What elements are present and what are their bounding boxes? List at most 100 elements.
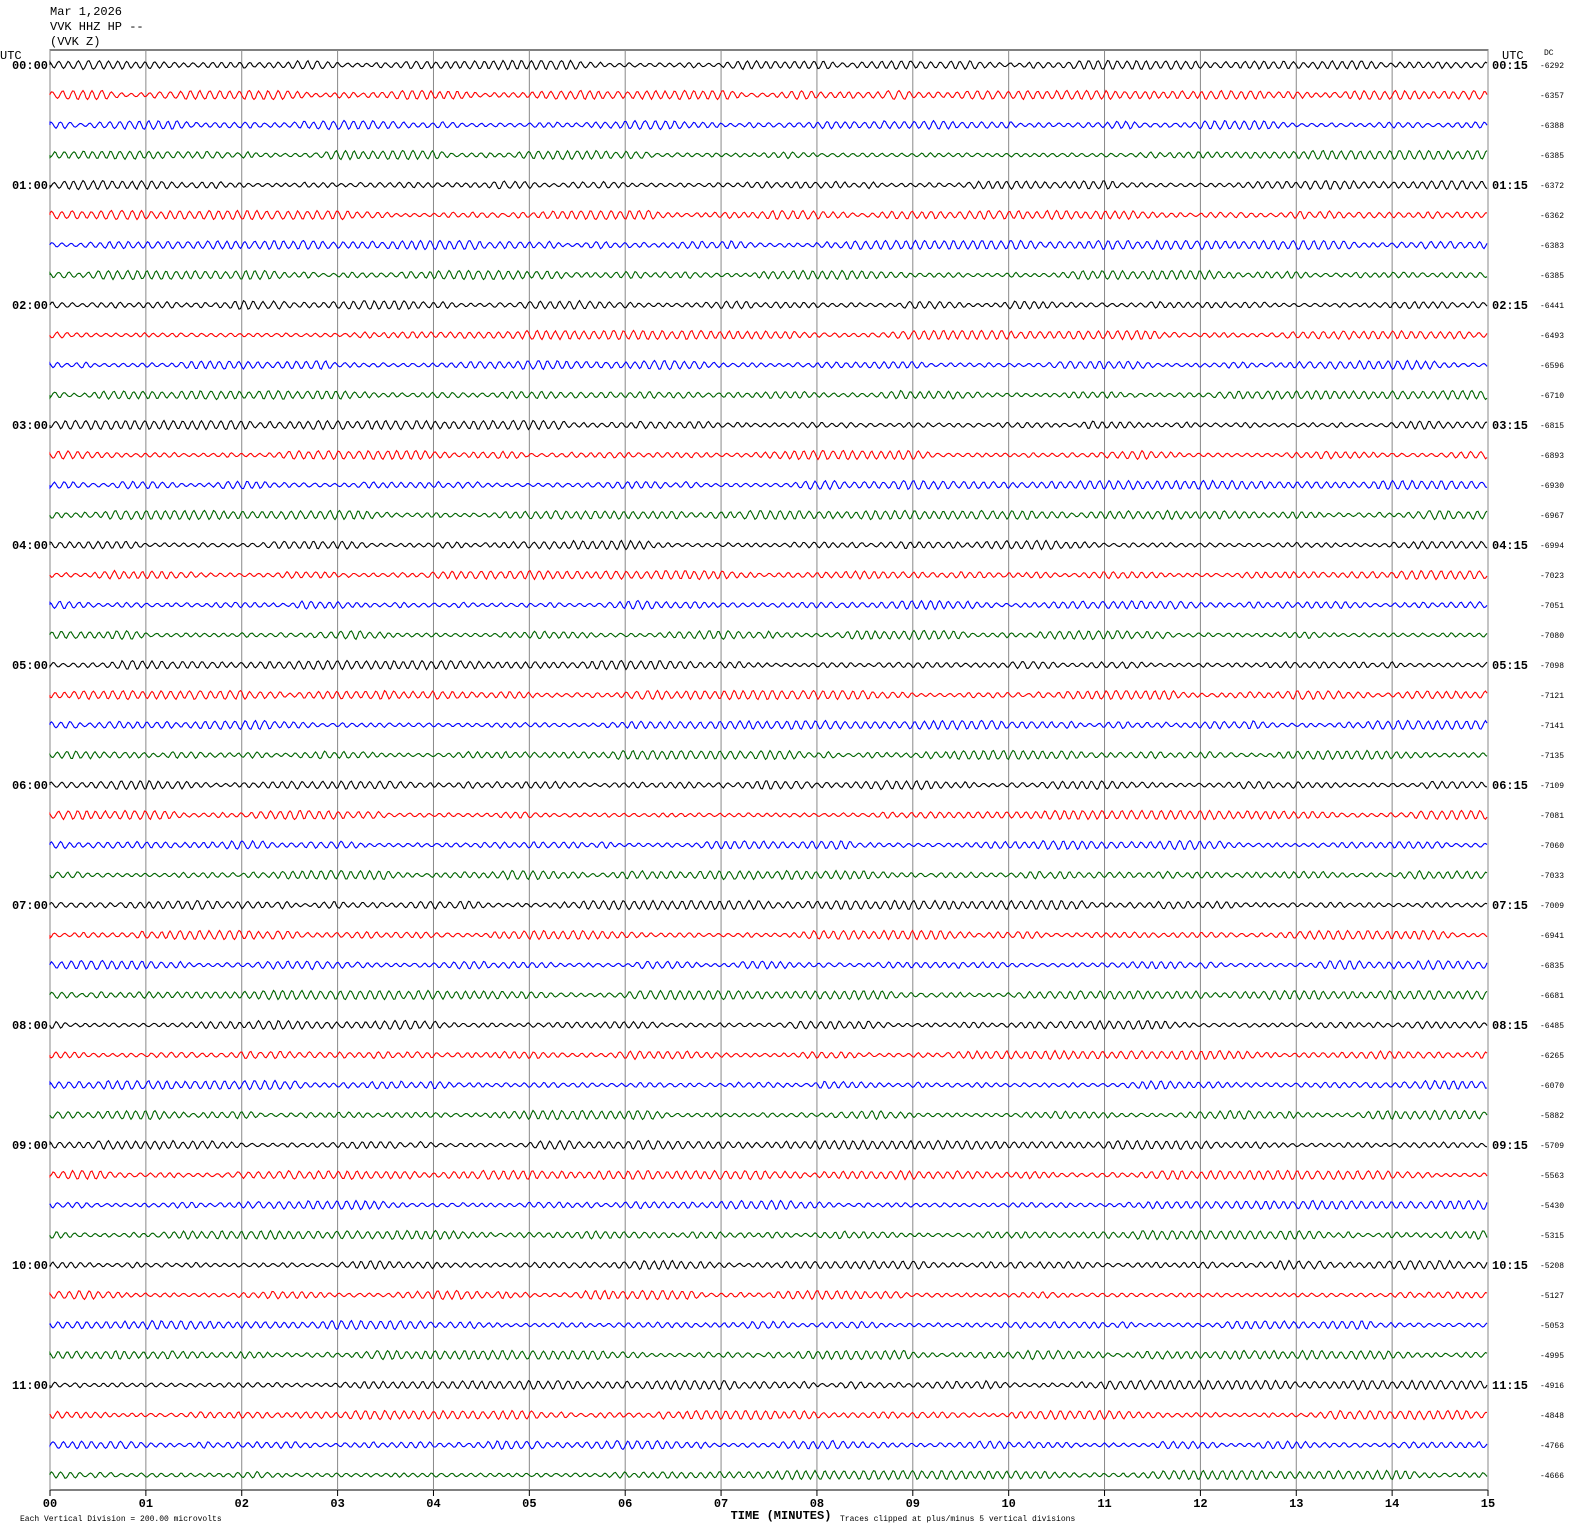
- hour-label: 00:15: [1492, 59, 1528, 73]
- x-tick-label: 05: [522, 1497, 536, 1511]
- dc-value: -7121: [1540, 692, 1564, 701]
- dc-value: -6070: [1540, 1082, 1564, 1091]
- hour-label: 09:15: [1492, 1139, 1528, 1153]
- trace: [49, 1109, 1488, 1121]
- dc-value: -6596: [1540, 362, 1564, 371]
- x-tick-label: 07: [714, 1497, 728, 1511]
- dc-value: -4995: [1540, 1352, 1564, 1361]
- trace: [49, 1319, 1488, 1331]
- dc-value: -6357: [1540, 92, 1564, 101]
- hour-label: 08:15: [1492, 1019, 1528, 1033]
- dc-value: -6292: [1540, 62, 1564, 71]
- trace: [49, 719, 1488, 731]
- trace: [49, 479, 1488, 491]
- dc-value: -5127: [1540, 1292, 1564, 1301]
- x-tick-label: 02: [235, 1497, 249, 1511]
- hour-label: 10:00: [12, 1259, 48, 1273]
- hour-label: 07:15: [1492, 899, 1528, 913]
- trace: [49, 1289, 1488, 1301]
- dc-value: -4916: [1540, 1382, 1564, 1391]
- x-tick-label: 11: [1097, 1497, 1111, 1511]
- dc-value: -6967: [1540, 512, 1564, 521]
- trace: [49, 1439, 1488, 1451]
- dc-value: -6930: [1540, 482, 1564, 491]
- hour-label: 04:00: [12, 539, 48, 553]
- trace: [49, 1079, 1488, 1091]
- dc-value: -6710: [1540, 392, 1564, 401]
- hour-label: 03:15: [1492, 419, 1528, 433]
- hour-label: 02:00: [12, 299, 48, 313]
- dc-value: -6941: [1540, 932, 1564, 941]
- trace: [49, 149, 1488, 161]
- dc-value: -6485: [1540, 1022, 1564, 1031]
- footer-left: Each Vertical Division = 200.00 microvol…: [20, 1515, 222, 1524]
- trace: [49, 629, 1488, 641]
- dc-value: -6441: [1540, 302, 1564, 311]
- hour-label: 07:00: [12, 899, 48, 913]
- trace: [49, 1259, 1488, 1271]
- dc-value: -7080: [1540, 632, 1564, 641]
- trace: [49, 239, 1488, 251]
- hour-label: 06:15: [1492, 779, 1528, 793]
- dc-value: -6383: [1540, 242, 1564, 251]
- dc-value: -4666: [1540, 1472, 1564, 1481]
- dc-value: -7060: [1540, 842, 1564, 851]
- dc-value: -6265: [1540, 1052, 1564, 1061]
- trace: [49, 179, 1488, 191]
- trace: [49, 1199, 1488, 1211]
- trace: [49, 1229, 1488, 1241]
- x-tick-label: 09: [906, 1497, 920, 1511]
- trace: [49, 299, 1488, 310]
- dc-value: -6681: [1540, 992, 1564, 1001]
- dc-value: -6372: [1540, 182, 1564, 191]
- x-tick-label: 06: [618, 1497, 632, 1511]
- trace: [49, 389, 1488, 401]
- hour-label: 11:15: [1492, 1379, 1528, 1393]
- dc-value: -5053: [1540, 1322, 1564, 1331]
- hour-label: 05:15: [1492, 659, 1528, 673]
- trace: [49, 449, 1488, 461]
- x-axis-label: TIME (MINUTES): [731, 1509, 832, 1523]
- dc-value: -7135: [1540, 752, 1564, 761]
- trace: [49, 959, 1488, 971]
- title-line: (VVK Z): [50, 35, 100, 49]
- footer-right: Traces clipped at plus/minus 5 vertical …: [840, 1515, 1075, 1524]
- dc-value: -6388: [1540, 122, 1564, 131]
- trace: [49, 659, 1488, 671]
- hour-label: 01:15: [1492, 179, 1528, 193]
- left-axis-label: UTC: [0, 49, 22, 63]
- dc-value: -6385: [1540, 152, 1564, 161]
- dc-value: -7141: [1540, 722, 1564, 731]
- trace: [49, 1469, 1488, 1481]
- dc-value: -6385: [1540, 272, 1564, 281]
- dc-value: -5315: [1540, 1232, 1564, 1241]
- hour-label: 11:00: [12, 1379, 48, 1393]
- plot-frame: [49, 49, 1489, 1491]
- trace: [49, 359, 1488, 371]
- trace: [49, 749, 1488, 761]
- dc-value: -5208: [1540, 1262, 1564, 1271]
- trace: [49, 1019, 1488, 1031]
- trace: [49, 929, 1488, 941]
- dc-label: DC: [1544, 49, 1554, 58]
- dc-value: -5430: [1540, 1202, 1564, 1211]
- x-tick-label: 14: [1385, 1497, 1399, 1511]
- hour-label: 05:00: [12, 659, 48, 673]
- trace: [49, 809, 1488, 821]
- trace: [49, 689, 1488, 701]
- x-tick-label: 12: [1193, 1497, 1207, 1511]
- dc-value: -6994: [1540, 542, 1564, 551]
- dc-value: -7109: [1540, 782, 1564, 791]
- hour-label: 02:15: [1492, 299, 1528, 313]
- hour-label: 00:00: [12, 59, 48, 73]
- trace: [49, 59, 1488, 71]
- hour-label: 01:00: [12, 179, 48, 193]
- dc-value: -6815: [1540, 422, 1564, 431]
- trace: [49, 1409, 1487, 1421]
- x-tick-label: 03: [330, 1497, 344, 1511]
- trace: [49, 119, 1488, 131]
- x-tick-label: 04: [426, 1497, 440, 1511]
- trace: [49, 539, 1488, 551]
- dc-value: -6835: [1540, 962, 1564, 971]
